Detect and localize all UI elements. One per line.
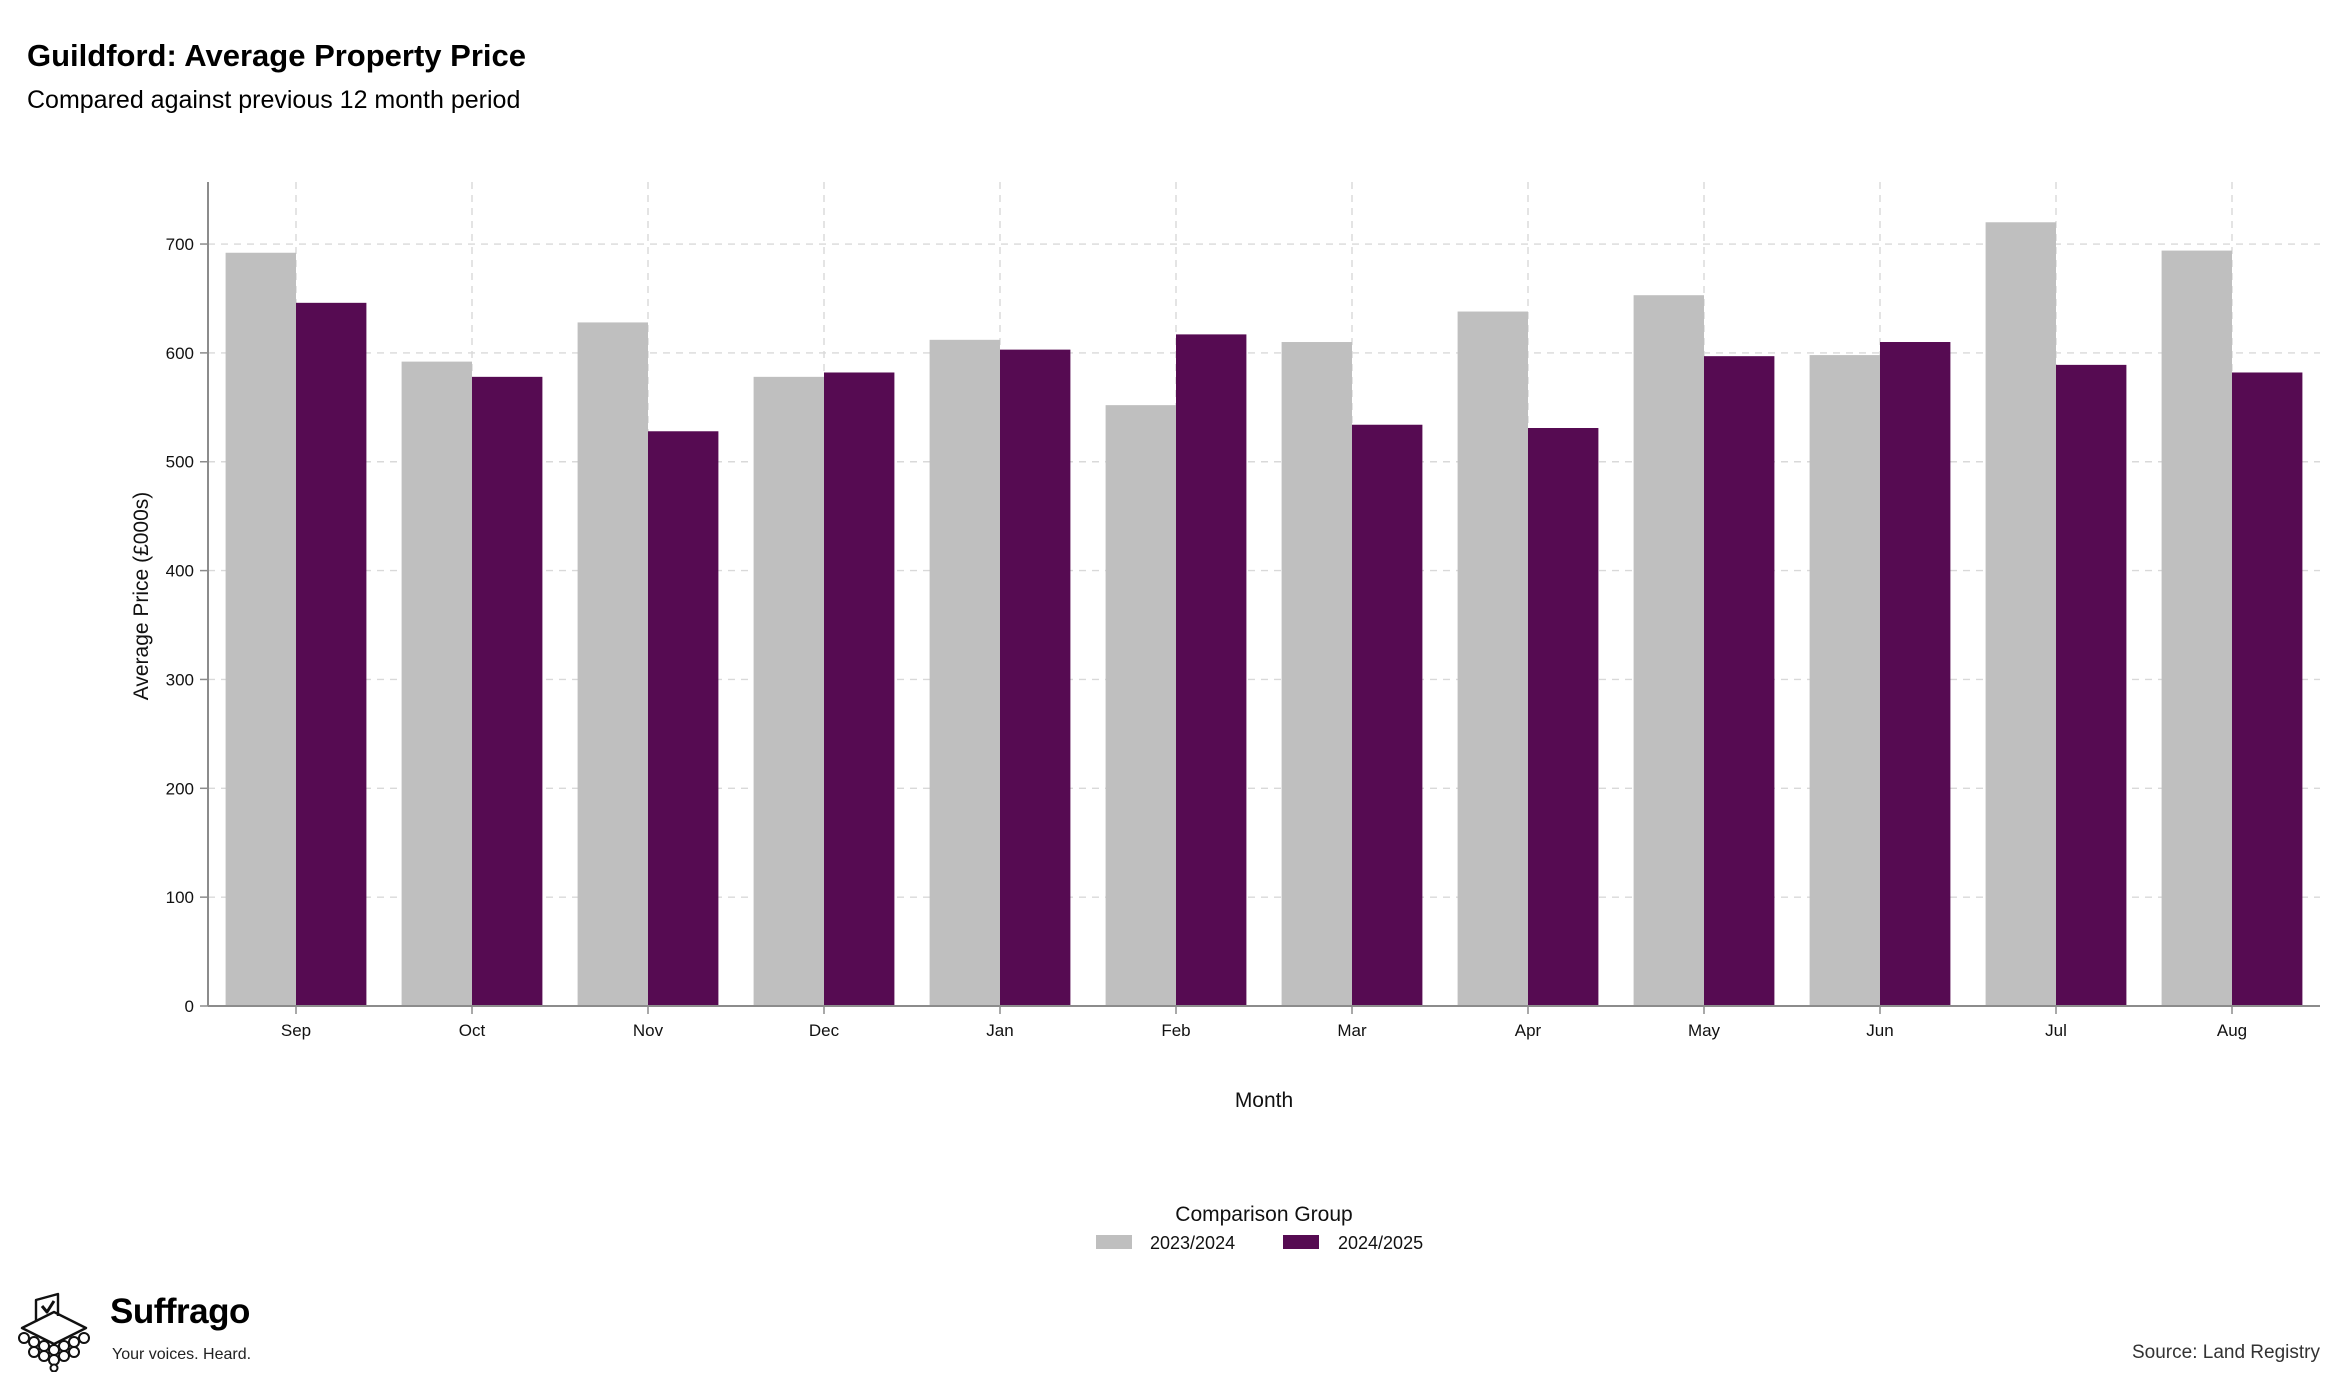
x-tick-label: Aug xyxy=(2217,1021,2247,1040)
legend-swatch-2023-2024 xyxy=(1096,1235,1132,1249)
bar-2023-2024-oct xyxy=(401,361,472,1006)
y-tick-label: 600 xyxy=(166,344,194,363)
legend-swatch-2024-2025 xyxy=(1283,1235,1319,1249)
y-tick-label: 100 xyxy=(166,888,194,907)
bar-2024-2025-oct xyxy=(472,376,543,1007)
legend-label-2024-2025: 2024/2025 xyxy=(1338,1233,1423,1253)
axes xyxy=(200,182,2320,1014)
suffrago-logo: Suffrago Your voices. Heard. xyxy=(14,1292,274,1372)
bar-2023-2024-feb xyxy=(1105,405,1176,1006)
bar-2023-2024-mar xyxy=(1281,342,1352,1006)
x-tick-label: May xyxy=(1688,1021,1721,1040)
bar-2023-2024-dec xyxy=(753,376,824,1007)
x-tick-label: Nov xyxy=(633,1021,664,1040)
x-tick-label: Jul xyxy=(2045,1021,2067,1040)
bar-2024-2025-jun xyxy=(1880,342,1951,1006)
x-tick-label: Jan xyxy=(986,1021,1013,1040)
grid-lines xyxy=(208,182,2320,1007)
x-tick-label: Oct xyxy=(459,1021,486,1040)
y-tick-label: 400 xyxy=(166,562,194,581)
x-axis-title: Month xyxy=(1235,1089,1293,1112)
bar-2024-2025-apr xyxy=(1528,428,1599,1006)
source-note: Source: Land Registry xyxy=(2132,1342,2320,1363)
bar-2023-2024-jun xyxy=(1809,355,1880,1007)
bar-2024-2025-jul xyxy=(2056,364,2127,1006)
bars xyxy=(225,222,2303,1007)
tick-labels: 0 100 200 300 400 500 600 700 Sep Oct Nov Dec Jan Feb… xyxy=(166,235,2248,1040)
bar-2023-2024-sep xyxy=(225,252,296,1006)
bar-2023-2024-aug xyxy=(2161,250,2232,1007)
bar-2023-2024-apr xyxy=(1457,311,1528,1007)
y-tick-label: 200 xyxy=(166,779,194,798)
x-tick-label: Feb xyxy=(1161,1021,1190,1040)
bar-2023-2024-jan xyxy=(929,339,1000,1006)
bar-2024-2025-jan xyxy=(1000,349,1071,1006)
legend: Comparison Group 2023/2024 2024/2025 xyxy=(1096,1203,1423,1253)
chart-subtitle: Compared against previous 12 month perio… xyxy=(27,86,521,114)
bar-2024-2025-may xyxy=(1704,356,1775,1007)
chart-title: Guildford: Average Property Price xyxy=(27,38,526,73)
bar-2023-2024-may xyxy=(1633,295,1704,1007)
bar-2024-2025-sep xyxy=(296,302,367,1006)
legend-title: Comparison Group xyxy=(1175,1203,1352,1226)
y-tick-label: 500 xyxy=(166,453,194,472)
y-tick-label: 300 xyxy=(166,670,194,689)
logo-name: Suffrago xyxy=(110,1292,250,1331)
bar-2024-2025-dec xyxy=(824,372,895,1006)
legend-label-2023-2024: 2023/2024 xyxy=(1150,1233,1235,1253)
x-tick-label: Jun xyxy=(1866,1021,1893,1040)
bar-2024-2025-aug xyxy=(2232,372,2303,1006)
bar-2024-2025-nov xyxy=(648,431,719,1006)
x-tick-label: Apr xyxy=(1515,1021,1542,1040)
y-axis-title: Average Price (£000s) xyxy=(130,492,153,701)
x-tick-label: Mar xyxy=(1337,1021,1367,1040)
x-tick-label: Sep xyxy=(281,1021,311,1040)
logo-tagline: Your voices. Heard. xyxy=(112,1346,252,1363)
bar-2023-2024-jul xyxy=(1985,222,2056,1006)
bar-2023-2024-nov xyxy=(577,322,648,1006)
ballot-box-icon xyxy=(18,1292,90,1372)
y-tick-label: 0 xyxy=(185,997,194,1016)
bar-2024-2025-feb xyxy=(1176,334,1247,1007)
x-tick-label: Dec xyxy=(809,1021,840,1040)
bar-2024-2025-mar xyxy=(1352,424,1423,1006)
y-tick-label: 700 xyxy=(166,235,194,254)
